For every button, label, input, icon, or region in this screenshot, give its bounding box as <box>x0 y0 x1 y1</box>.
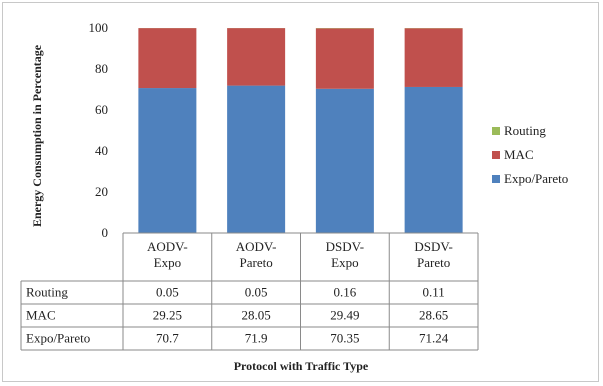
table-cell: 29.25 <box>153 308 182 323</box>
table-row-header: MAC <box>26 308 56 323</box>
y-tick-label: 40 <box>95 143 108 158</box>
bar-mac-3 <box>315 28 374 89</box>
bar-mac-1 <box>138 28 197 89</box>
x-category-label: Pareto <box>417 255 450 270</box>
table-cell: 0.05 <box>245 285 268 300</box>
legend-label-mac: MAC <box>504 147 534 162</box>
bar-expo-pareto-3 <box>315 88 374 233</box>
table-cell: 29.49 <box>330 308 359 323</box>
table-cell: 28.05 <box>242 308 271 323</box>
y-tick-label: 20 <box>95 184 108 199</box>
x-category-label: DSDV- <box>414 239 453 254</box>
bar-expo-pareto-4 <box>404 86 463 233</box>
x-category-label: Expo <box>154 255 181 270</box>
table-cell: 0.16 <box>334 285 357 300</box>
x-category-label: DSDV- <box>326 239 365 254</box>
x-axis-title: Protocol with Traffic Type <box>234 359 369 373</box>
x-category-label: AODV- <box>236 239 277 254</box>
x-category-label: Expo <box>331 255 358 270</box>
table-cell: 71.9 <box>245 331 268 346</box>
table-cell: 71.24 <box>419 331 449 346</box>
table-cell: 0.05 <box>156 285 179 300</box>
y-tick-label: 100 <box>89 20 109 35</box>
bar-mac-4 <box>404 28 463 87</box>
legend-label-expo-pareto: Expo/Pareto <box>504 171 568 186</box>
legend-swatch-mac <box>492 151 500 159</box>
x-category-label: AODV- <box>147 239 188 254</box>
table-row-header: Expo/Pareto <box>26 331 90 346</box>
bar-mac-2 <box>227 28 286 86</box>
bar-expo-pareto-1 <box>138 88 197 233</box>
legend-swatch-expo-pareto <box>492 175 500 183</box>
chart-frame: 0 20 40 60 80 100 AODV- Expo AODV- Pareto DSDV- Ex… <box>2 2 599 382</box>
y-tick-label: 80 <box>95 61 108 76</box>
table-cell: 70.35 <box>330 331 359 346</box>
table-cell: 0.11 <box>422 285 444 300</box>
bar-expo-pareto-2 <box>227 85 286 233</box>
legend-label-routing: Routing <box>504 123 546 138</box>
legend-swatch-routing <box>492 127 500 135</box>
table-cell: 70.7 <box>156 331 179 346</box>
table-cell: 28.65 <box>419 308 448 323</box>
table-row-header: Routing <box>26 285 68 300</box>
y-tick-label: 60 <box>95 102 108 117</box>
x-category-label: Pareto <box>240 255 273 270</box>
y-axis-title: Energy Consumption in Percentage <box>30 44 44 227</box>
y-tick-label: 0 <box>102 225 109 240</box>
